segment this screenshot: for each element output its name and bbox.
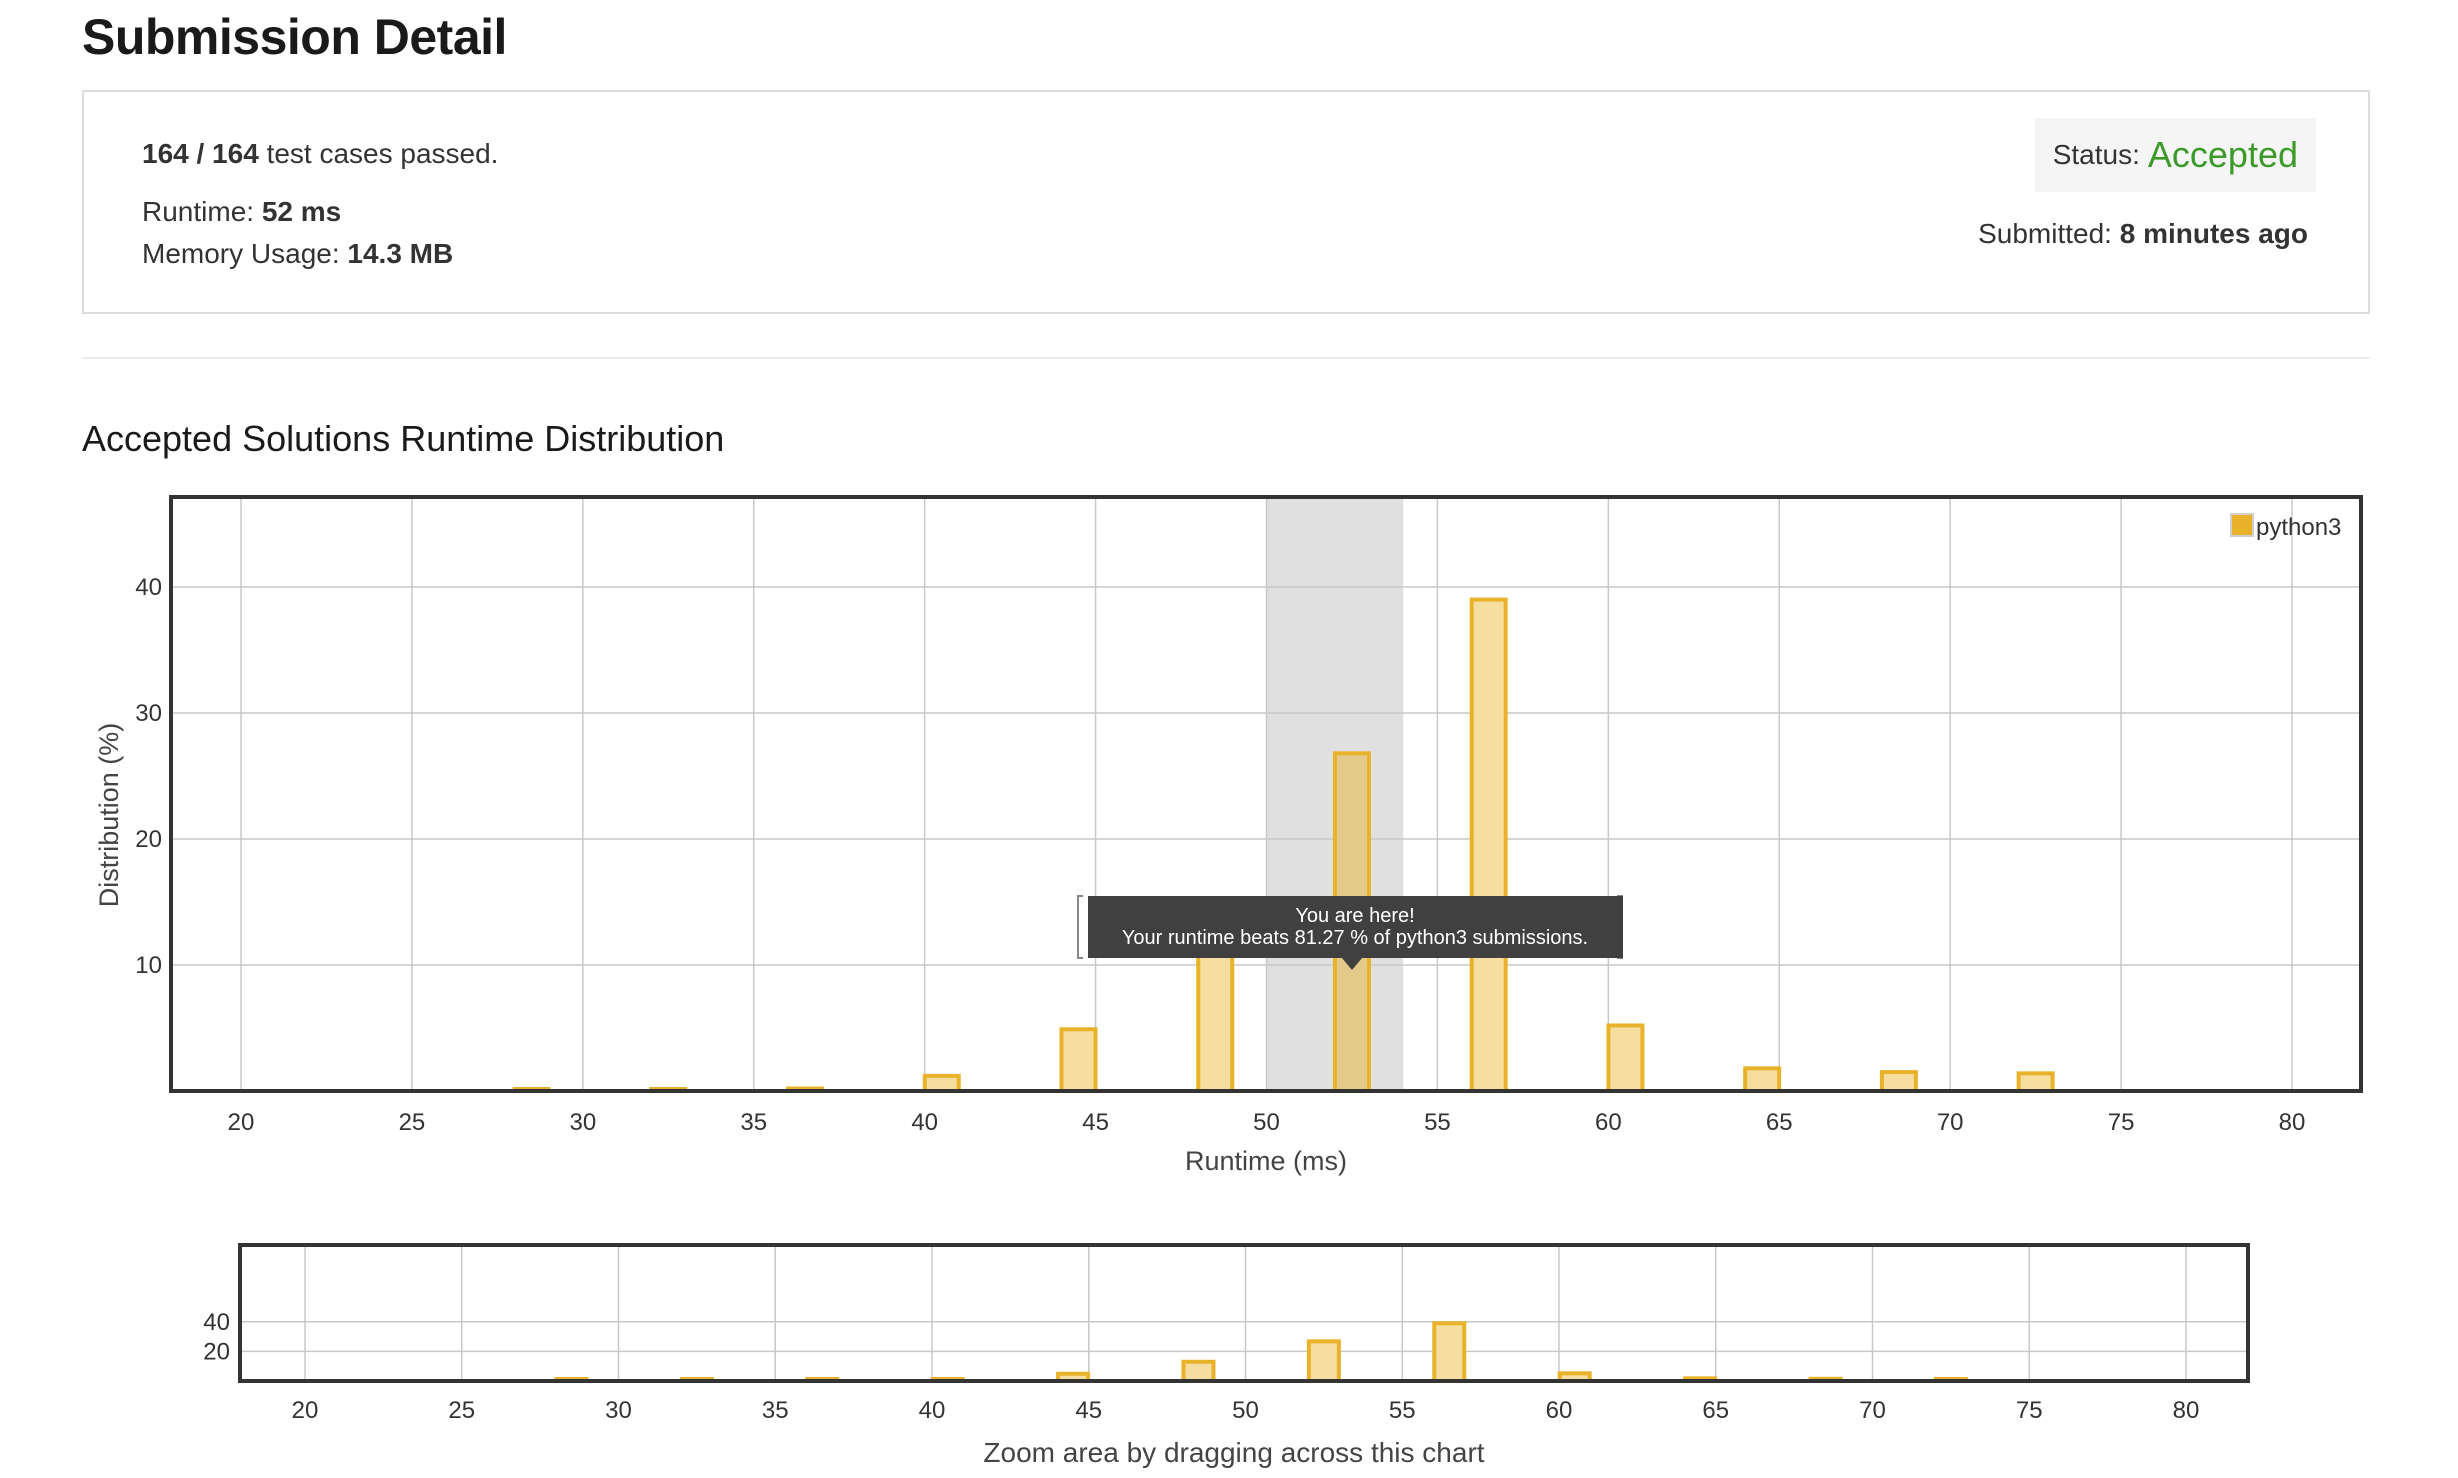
bar-60.5ms <box>1606 1023 1645 1093</box>
nav-y-tick-label: 20 <box>203 1338 230 1365</box>
x-tick-label: 65 <box>1766 1109 1793 1136</box>
test-cases-text: test cases passed. <box>266 138 499 169</box>
section-title: Accepted Solutions Runtime Distribution <box>82 418 725 459</box>
x-tick-label: 80 <box>2279 1109 2306 1136</box>
status-value: Accepted <box>2147 134 2298 175</box>
nav-x-tick-label: 20 <box>292 1397 319 1424</box>
main-chart-plot-frame <box>169 495 2363 1093</box>
nav-x-tick-label: 70 <box>1859 1397 1886 1424</box>
nav-x-tick-label: 80 <box>2173 1397 2200 1424</box>
navigator-x-ticks: 20 25 30 35 40 45 50 55 60 65 70 75 80 <box>292 1397 2200 1424</box>
chart-legend[interactable]: python3 <box>2230 513 2341 541</box>
nav-x-tick-label: 65 <box>1702 1397 1729 1424</box>
section-divider <box>82 357 2370 359</box>
submitted-label: Submitted: <box>1978 218 2112 249</box>
x-tick-label: 30 <box>569 1109 596 1136</box>
status-badge: Status: Accepted <box>2034 118 2316 192</box>
bar-40.5ms <box>922 1073 961 1094</box>
navigator-grid <box>240 1245 2248 1381</box>
navigator-caption: Zoom area by dragging across this chart <box>983 1437 1484 1468</box>
main-chart-bars[interactable] <box>512 597 2055 1094</box>
tooltip-title: You are here! <box>1295 905 1414 927</box>
y-tick-label: 40 <box>135 574 162 601</box>
nav-x-tick-label: 60 <box>1546 1397 1573 1424</box>
x-tick-label: 70 <box>1937 1109 1964 1136</box>
memory-label: Memory Usage: <box>142 238 340 269</box>
y-axis-label: Distribution (%) <box>94 723 124 908</box>
submission-summary-panel: 164 / 164 test cases passed. Runtime: 52… <box>82 90 2370 314</box>
x-tick-label: 20 <box>228 1109 255 1136</box>
nav-x-tick-label: 40 <box>919 1397 946 1424</box>
runtime-line: Runtime: 52 ms <box>142 196 341 228</box>
bar-64.5ms <box>1743 1066 1782 1093</box>
x-tick-label: 60 <box>1595 1109 1622 1136</box>
status-label: Status: <box>2052 139 2140 170</box>
legend-label-python3: python3 <box>2256 514 2341 541</box>
bar-72.5ms <box>2016 1071 2055 1093</box>
runtime-label: Runtime: <box>142 196 255 227</box>
tooltip-box <box>1088 896 1623 958</box>
nav-x-tick-label: 45 <box>1075 1397 1102 1424</box>
submitted-value: 8 minutes ago <box>2119 218 2308 249</box>
nav-x-tick-label: 50 <box>1232 1397 1259 1424</box>
nav-y-tick-label: 40 <box>203 1309 230 1336</box>
nav-x-tick-label: 30 <box>605 1397 632 1424</box>
bar-56.5ms <box>1469 597 1508 1093</box>
main-chart-grid <box>171 497 2361 1091</box>
main-chart-x-ticks: 20 25 30 35 40 45 50 55 60 65 70 75 80 <box>228 1109 2306 1136</box>
x-tick-label: 75 <box>2108 1109 2135 1136</box>
submitted-line: Submitted: 8 minutes ago <box>1978 218 2308 250</box>
x-axis-label: Runtime (ms) <box>1185 1146 1347 1176</box>
memory-line: Memory Usage: 14.3 MB <box>142 238 453 270</box>
y-tick-label: 10 <box>135 952 162 979</box>
x-tick-label: 50 <box>1253 1109 1280 1136</box>
x-tick-label: 45 <box>1082 1109 1109 1136</box>
x-tick-label: 25 <box>399 1109 426 1136</box>
nav-bar-48.5ms <box>1181 1359 1216 1384</box>
main-chart-y-ticks: 10 20 30 40 <box>135 574 162 979</box>
bar-68.5ms <box>1879 1070 1918 1093</box>
x-tick-label: 55 <box>1424 1109 1451 1136</box>
navigator-frame[interactable] <box>238 1243 2250 1383</box>
nav-bar-56.5ms <box>1432 1321 1467 1384</box>
memory-value: 14.3 MB <box>347 238 454 269</box>
nav-bar-52.5ms <box>1306 1339 1341 1384</box>
x-tick-label: 35 <box>740 1109 767 1136</box>
test-cases-count: 164 / 164 <box>142 138 259 169</box>
tooltip-pointer <box>1342 958 1362 970</box>
runtime-tooltip: You are here! Your runtime beats 81.27 %… <box>1077 895 1623 970</box>
tooltip-message: Your runtime beats 81.27 % of python3 su… <box>1122 927 1588 949</box>
nav-x-tick-label: 75 <box>2016 1397 2043 1424</box>
legend-swatch-python3 <box>2230 513 2254 537</box>
bar-44.5ms <box>1059 1027 1098 1094</box>
runtime-value: 52 ms <box>261 196 342 227</box>
test-cases-line: 164 / 164 test cases passed. <box>142 138 498 170</box>
y-tick-label: 20 <box>135 826 162 853</box>
y-tick-label: 30 <box>135 700 162 727</box>
x-tick-label: 40 <box>911 1109 938 1136</box>
nav-x-tick-label: 25 <box>448 1397 475 1424</box>
page-title: Submission Detail <box>82 9 507 65</box>
nav-x-tick-label: 35 <box>762 1397 789 1424</box>
nav-x-tick-label: 55 <box>1389 1397 1416 1424</box>
